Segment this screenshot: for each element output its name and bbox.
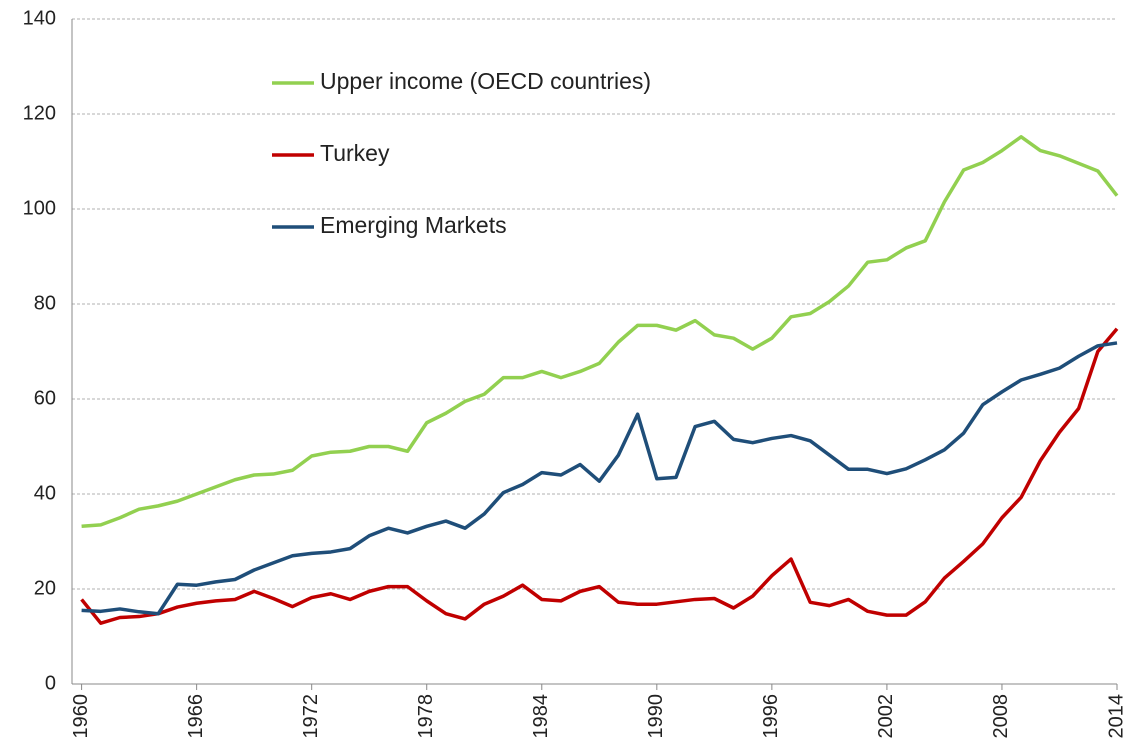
x-tick-label: 1978	[415, 694, 437, 739]
x-tick-label: 2002	[875, 694, 897, 739]
x-tick-label: 2014	[1105, 694, 1127, 739]
y-tick-label: 0	[45, 672, 56, 694]
y-tick-label: 140	[23, 7, 56, 29]
y-tick-label: 20	[34, 577, 56, 599]
series-line	[81, 341, 1118, 616]
x-tick-label: 1960	[70, 694, 92, 739]
x-tick-label: 1984	[530, 694, 552, 739]
series-line	[80, 327, 1119, 625]
legend-label: Upper income (OECD countries)	[320, 68, 651, 94]
x-tick-label: 2008	[990, 694, 1012, 739]
x-tick-label: 1966	[185, 694, 207, 739]
y-tick-label: 40	[34, 482, 56, 504]
x-tick-label: 1990	[645, 694, 667, 739]
legend-label: Turkey	[320, 140, 390, 166]
legend-label: Emerging Markets	[320, 212, 507, 238]
y-tick-label: 120	[23, 102, 56, 124]
x-tick-label: 1972	[300, 694, 322, 739]
y-tick-label: 80	[34, 292, 56, 314]
series-line	[81, 135, 1119, 529]
y-tick-label: 100	[23, 197, 56, 219]
y-tick-label: 60	[34, 387, 56, 409]
x-tick-label: 1996	[760, 694, 782, 739]
